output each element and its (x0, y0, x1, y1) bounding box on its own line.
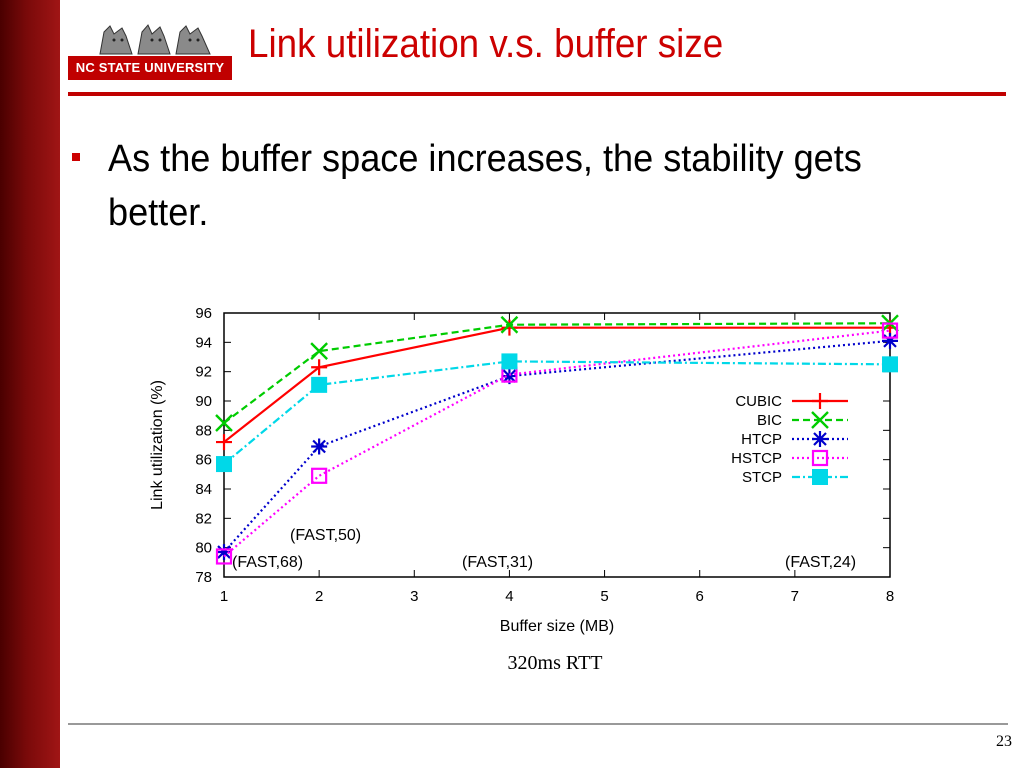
x-tick-label: 3 (410, 588, 418, 605)
title-divider (68, 92, 1006, 96)
series-line-cubic (223, 326, 890, 443)
data-point-bic (310, 342, 328, 360)
legend: CUBIC BIC HTCP HSTCP STCP (731, 393, 848, 486)
series-line-htcp (223, 339, 891, 553)
y-tick-label: 96 (195, 305, 212, 322)
annotations: (FAST,50) (FAST,68) (FAST,31) (FAST,24) (232, 527, 856, 571)
series-line-stcp (223, 360, 891, 465)
data-point-stcp (882, 356, 898, 373)
y-tick-label: 88 (195, 422, 212, 439)
data-point-hstcp (215, 548, 233, 565)
data-point-hstcp (311, 467, 328, 484)
y-tick-label: 84 (195, 481, 212, 498)
fast-annotation: (FAST,31) (462, 554, 533, 571)
chart-caption: 320ms RTT (507, 652, 603, 674)
fast-annotation: (FAST,50) (290, 527, 361, 544)
data-point-bic (215, 414, 233, 432)
x-tick-label: 4 (505, 588, 513, 605)
legend-marker (812, 469, 828, 485)
legend-marker (812, 431, 828, 447)
data-point-htcp (216, 544, 232, 561)
data-point-cubic (501, 319, 518, 336)
x-axis-label: Buffer size (MB) (500, 618, 614, 635)
y-tick-label: 92 (195, 364, 212, 381)
series-line-hstcp (223, 329, 891, 558)
x-tick-label: 7 (791, 588, 799, 605)
data-point-cubic (311, 359, 328, 376)
data-point-stcp (311, 376, 328, 393)
y-tick-label: 80 (195, 540, 212, 557)
legend-marker (811, 449, 829, 467)
x-axis-ticks: 1 2 3 4 5 6 7 8 (220, 313, 894, 605)
legend-label: STCP (742, 469, 782, 486)
data-point-stcp (216, 456, 232, 473)
y-tick-label: 94 (195, 334, 212, 351)
y-tick-label: 78 (195, 569, 212, 586)
legend-label: CUBIC (735, 393, 782, 410)
y-axis-label: Link utilization (%) (149, 380, 166, 510)
data-point-htcp (311, 438, 328, 455)
data-point-cubic (216, 434, 232, 451)
legend-marker (812, 393, 828, 409)
data-point-htcp (882, 332, 898, 349)
x-tick-label: 2 (315, 588, 323, 605)
x-tick-label: 5 (600, 588, 608, 605)
legend-marker (811, 411, 829, 429)
fast-annotation: (FAST,68) (232, 554, 303, 571)
x-tick-label: 6 (696, 588, 704, 605)
footer-divider (68, 723, 1008, 725)
legend-label: HSTCP (731, 450, 782, 467)
bullet-square-icon (72, 153, 80, 161)
x-tick-label: 1 (220, 588, 228, 605)
y-tick-label: 82 (195, 510, 212, 527)
sidebar-stripe (0, 0, 60, 768)
series-line-bic (223, 322, 891, 424)
data-point-bic (500, 315, 519, 334)
x-tick-label: 8 (886, 588, 894, 605)
page-number: 23 (996, 733, 1012, 750)
legend-label: BIC (757, 412, 782, 429)
y-tick-label: 86 (195, 452, 212, 469)
data-point-hstcp (881, 322, 899, 339)
bullet-text: As the buffer space increases, the stabi… (108, 138, 862, 234)
fast-annotation: (FAST,24) (785, 554, 856, 571)
data-point-htcp (501, 368, 518, 385)
legend-label: HTCP (741, 431, 782, 448)
slide-title: Link utilization v.s. buffer size (248, 22, 724, 66)
university-logo: NC STATE UNIVERSITY (68, 22, 232, 80)
logo-wordmark: NC STATE UNIVERSITY (68, 56, 232, 80)
wolf-heads-icon (99, 24, 211, 55)
y-axis-ticks: 78 80 82 84 86 88 90 92 94 96 (195, 305, 890, 586)
y-tick-label: 90 (195, 393, 212, 410)
series-layer (215, 314, 899, 565)
data-point-stcp (501, 353, 518, 370)
